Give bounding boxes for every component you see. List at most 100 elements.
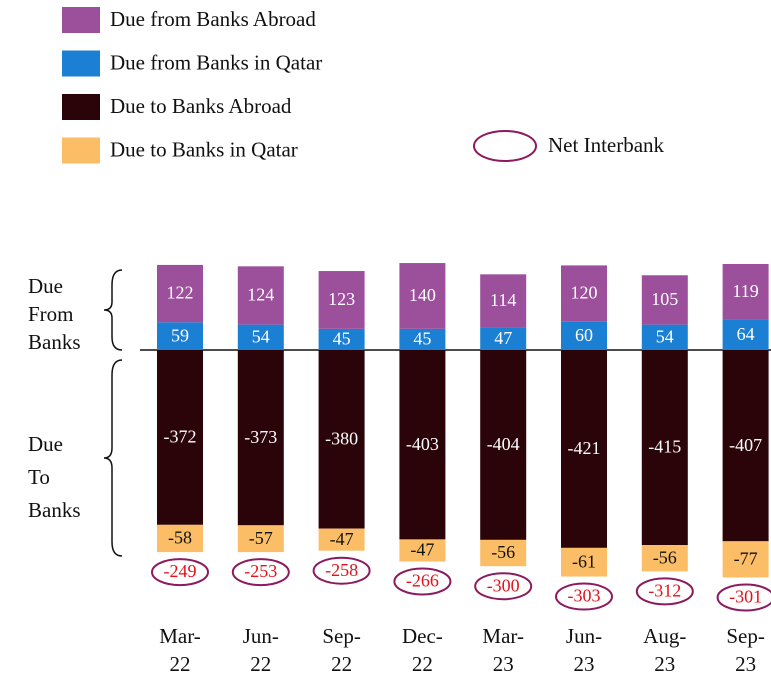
net-marker (635, 577, 694, 606)
bar-segment (237, 266, 284, 325)
bar-segment (480, 350, 527, 540)
bar-segment (561, 350, 607, 548)
bar-segment (399, 263, 446, 329)
value-label: -421 (568, 438, 601, 458)
value-label: 45 (333, 329, 351, 349)
net-label: -266 (406, 571, 439, 591)
value-label: 122 (167, 283, 194, 303)
bar-segment (318, 271, 365, 329)
value-label: 45 (413, 329, 431, 349)
value-label: 140 (409, 285, 436, 305)
net-marker (393, 567, 452, 596)
bar-segment (237, 324, 284, 350)
bar-segment (641, 545, 688, 572)
value-label: 54 (656, 326, 674, 346)
legend-label: Due from Banks Abroad (110, 7, 316, 31)
legend-symbol (473, 130, 537, 162)
value-label: -57 (249, 528, 273, 548)
annotation: Due From Banks (28, 274, 81, 354)
net-marker (151, 558, 209, 587)
value-label: 123 (328, 289, 355, 309)
bar-segment (399, 539, 446, 562)
value-label: -403 (406, 434, 439, 454)
x-tick-label: Mar- 22 (159, 624, 201, 676)
value-label: 105 (651, 289, 678, 309)
bar-segment (722, 541, 769, 578)
value-label: -56 (653, 547, 677, 567)
bar-segment (561, 265, 607, 322)
legend-label: Due from Banks in Qatar (110, 50, 322, 74)
brace (103, 359, 123, 557)
bar-segment (480, 274, 527, 328)
bar-segment (157, 350, 203, 525)
legend-swatch (62, 137, 100, 164)
value-label: -380 (325, 428, 358, 448)
value-label: 60 (575, 325, 593, 345)
net-marker (231, 558, 290, 587)
bar-segment (157, 322, 203, 350)
bar-segment (399, 350, 446, 540)
legend-label: Due to Banks in Qatar (110, 137, 298, 161)
bar-segment (722, 319, 769, 350)
legend-swatch (62, 7, 100, 33)
value-label: -407 (729, 435, 762, 455)
value-label: -77 (734, 549, 758, 569)
x-tick-label: Sep- 23 (726, 624, 765, 676)
net-label: -249 (164, 561, 197, 581)
value-label: 47 (494, 328, 512, 348)
bar-segment (722, 350, 769, 542)
legend-label: Due to Banks Abroad (110, 94, 292, 118)
net-marker (312, 556, 371, 585)
bar-segment (480, 327, 527, 350)
bar-segment (641, 350, 688, 546)
legend-swatch (62, 50, 100, 77)
value-label: -56 (491, 542, 515, 562)
value-label: -47 (410, 540, 434, 560)
bar-segment (157, 264, 203, 323)
net-label: -253 (244, 561, 277, 581)
x-tick-label: Mar- 23 (482, 624, 524, 676)
x-tick-label: Jun- 22 (242, 624, 279, 676)
net-marker (555, 582, 613, 611)
value-label: -415 (648, 437, 681, 457)
x-tick-label: Sep- 22 (322, 624, 361, 676)
value-label: -404 (487, 434, 520, 454)
x-tick-label: Jun- 23 (565, 624, 603, 676)
legend-swatch (62, 94, 100, 120)
value-label: 124 (247, 285, 274, 305)
value-label: 64 (737, 324, 755, 344)
bar-segment (561, 547, 607, 577)
bar-segment (399, 328, 446, 350)
value-label: -61 (572, 551, 596, 571)
net-label: -301 (729, 587, 762, 607)
value-label: -373 (244, 427, 277, 447)
bar-segment (318, 328, 365, 350)
value-label: 54 (252, 326, 270, 346)
x-tick-label: Aug- 23 (643, 624, 687, 676)
net-marker (474, 572, 533, 601)
bar-segment (237, 525, 284, 553)
legend-label: Net Interbank (548, 133, 665, 157)
bar-segment (318, 350, 365, 529)
value-label: 120 (571, 283, 598, 303)
brace (103, 269, 123, 351)
value-label: -58 (168, 528, 192, 548)
net-label: -258 (325, 560, 358, 580)
annotation: Due To Banks (28, 432, 81, 522)
bar-segment (641, 324, 688, 350)
bar-segment (561, 321, 607, 350)
net-marker (716, 583, 771, 612)
bar-segment (237, 350, 284, 526)
bar-segment (641, 275, 688, 325)
value-label: -372 (164, 427, 197, 447)
bar-segment (318, 528, 365, 551)
net-label: -303 (568, 586, 601, 606)
x-tick-label: Dec- 22 (401, 624, 443, 676)
bar-segment (480, 539, 527, 567)
value-label: 59 (171, 325, 189, 345)
bar-segment (157, 524, 203, 553)
bar-segment (722, 263, 769, 320)
value-label: 114 (490, 290, 516, 310)
